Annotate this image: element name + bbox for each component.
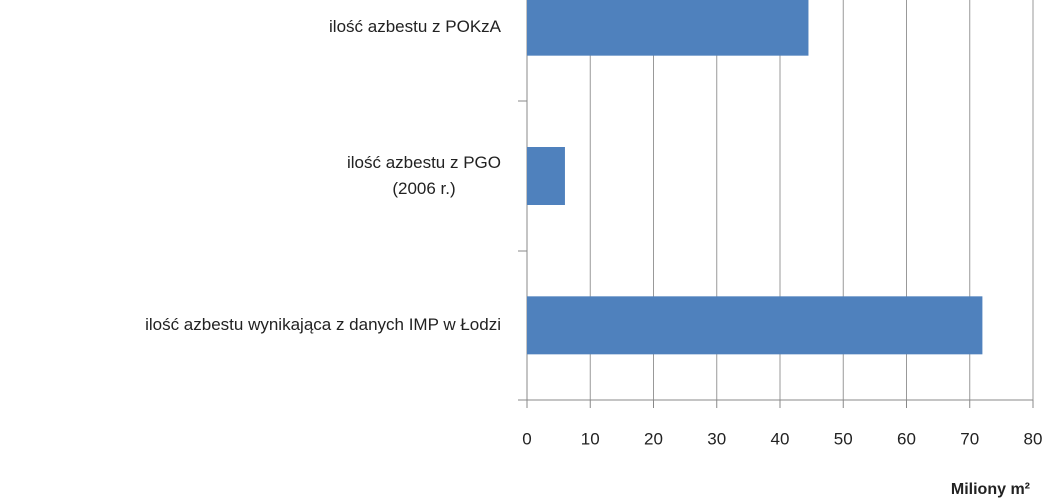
x-tick-label: 80	[1024, 429, 1043, 448]
x-axis-label: Miliony m²	[951, 481, 1030, 498]
bar	[527, 296, 983, 355]
x-tick-label: 70	[960, 429, 979, 448]
x-tick-label: 40	[771, 429, 790, 448]
x-tick-label: 20	[644, 429, 663, 448]
bar	[527, 147, 565, 205]
y-tick-label: ilość azbestu wynikająca z danych IMP w …	[145, 315, 501, 335]
bar	[527, 0, 809, 56]
x-tick-label: 30	[707, 429, 726, 448]
x-tick-label: 10	[581, 429, 600, 448]
x-tick-label: 60	[897, 429, 916, 448]
x-tick-label: 50	[834, 429, 853, 448]
y-tick-label: ilość azbestu z PGO (2006 r.)	[346, 153, 501, 198]
category-ticks	[518, 100, 527, 401]
x-tick-label: 0	[522, 429, 531, 448]
y-tick-label: ilość azbestu z POKzA	[329, 16, 501, 36]
